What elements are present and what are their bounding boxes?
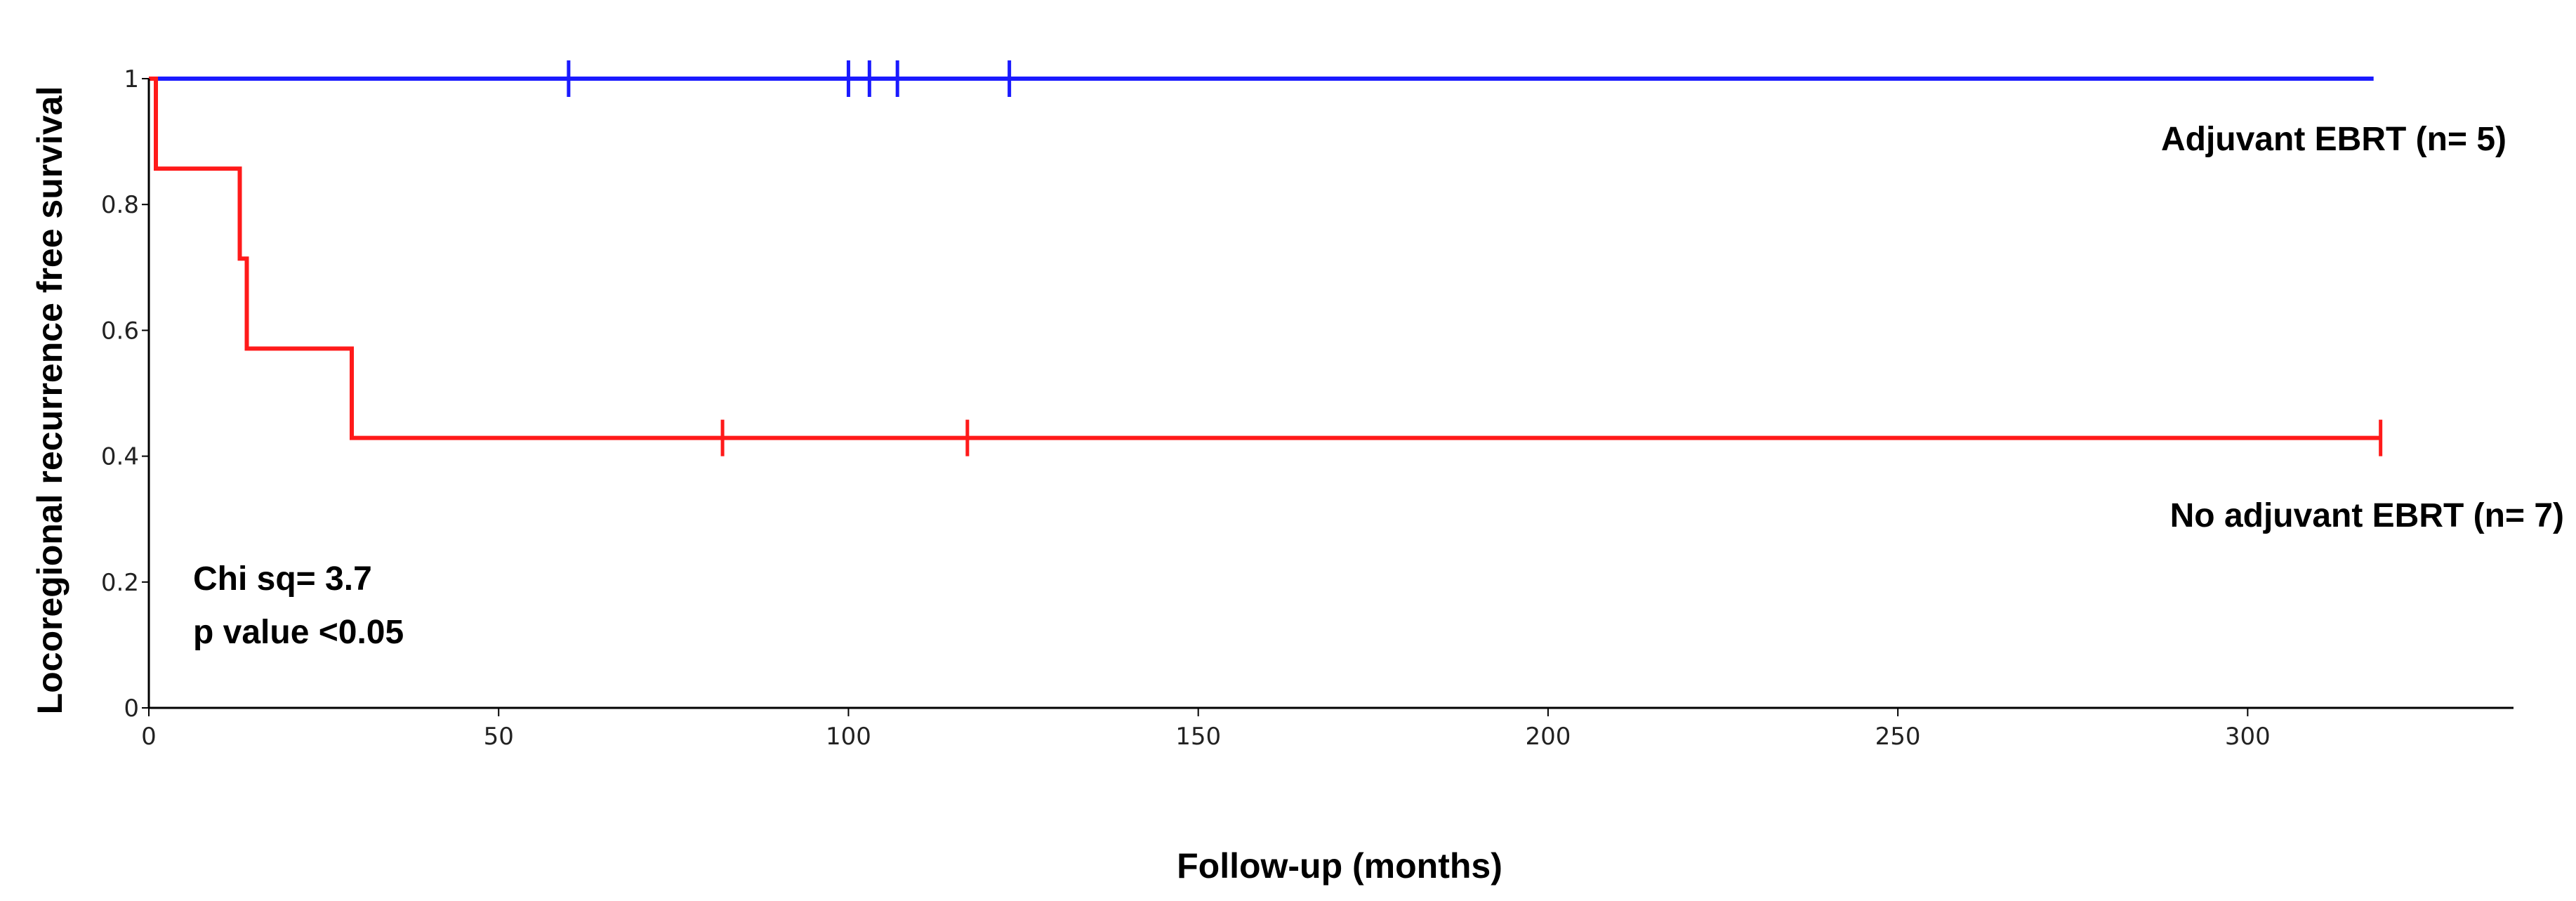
x-ticks: 0 50 100 150 200 250 300 [141,708,2271,751]
x-tick-label: 0 [141,723,157,751]
x-tick-label: 50 [484,723,514,751]
x-tick-label: 150 [1175,723,1221,751]
x-tick-label: 250 [1875,723,1921,751]
y-tick-label: 0.6 [101,317,139,345]
x-tick-label: 100 [826,723,871,751]
y-tick-label: 0 [124,695,139,723]
y-tick-label: 0.2 [101,569,139,597]
stat-chi-sq: Chi sq= 3.7 [193,560,372,598]
y-tick-label: 0.8 [101,191,139,219]
y-tick-label: 1 [124,65,139,93]
y-tick-label: 0.4 [101,443,139,471]
y-axis-title: Locoregional recurrence free survival [30,86,70,715]
x-axis-title: Follow-up (months) [1177,846,1502,886]
x-tick-label: 200 [1525,723,1571,751]
series-label-no-adjuvant: No adjuvant EBRT (n= 7) [2170,497,2564,534]
x-tick-label: 300 [2225,723,2271,751]
series-label-adjuvant: Adjuvant EBRT (n= 5) [2161,121,2506,158]
stat-p-value: p value <0.05 [193,614,404,651]
series-line-no-adjuvant [149,77,2381,440]
y-ticks: 0 0.2 0.4 0.6 0.8 1 [101,65,149,723]
axes [147,79,2514,709]
plot-area [149,60,2383,456]
